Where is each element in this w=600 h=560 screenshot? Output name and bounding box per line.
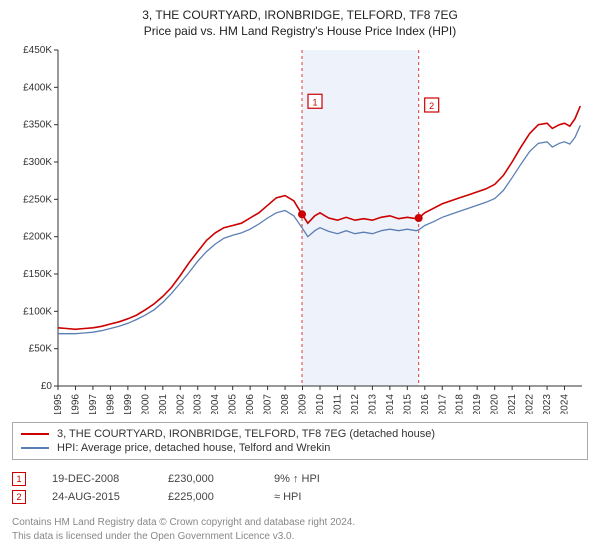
x-tick-label: 2022: [525, 394, 536, 414]
y-tick-label: £150K: [23, 269, 52, 280]
x-tick-label: 2010: [315, 394, 326, 414]
chart-titles: 3, THE COURTYARD, IRONBRIDGE, TELFORD, T…: [12, 8, 588, 38]
x-tick-label: 2001: [158, 394, 169, 414]
y-tick-label: £450K: [23, 45, 52, 56]
chart-title-address: 3, THE COURTYARD, IRONBRIDGE, TELFORD, T…: [12, 8, 588, 22]
x-tick-label: 2012: [350, 394, 361, 414]
footer-line2: This data is licensed under the Open Gov…: [12, 530, 588, 544]
chart: £0 £50K £100K £150K £200K £250K £300K £350K £400…: [12, 44, 588, 414]
y-tick-label: £300K: [23, 157, 52, 168]
sale-date: 19-DEC-2008: [52, 473, 142, 485]
legend-label: 3, THE COURTYARD, IRONBRIDGE, TELFORD, T…: [57, 428, 435, 440]
sale-label-num: 1: [313, 97, 318, 107]
x-tick-label: 1997: [88, 394, 99, 414]
footer: Contains HM Land Registry data © Crown c…: [12, 516, 588, 543]
sale-dot: [298, 210, 306, 218]
x-tick-label: 2003: [193, 394, 204, 414]
x-tick-label: 2006: [245, 394, 256, 414]
legend-swatch: [21, 447, 49, 449]
sale-date: 24-AUG-2015: [52, 491, 142, 503]
x-tick-label: 2008: [280, 394, 291, 414]
sale-marker-box: 2: [12, 490, 26, 504]
y-tick-label: £100K: [23, 306, 52, 317]
legend-row: 3, THE COURTYARD, IRONBRIDGE, TELFORD, T…: [21, 427, 579, 441]
x-tick-label: 1998: [105, 394, 116, 414]
x-tick-label: 2017: [437, 394, 448, 414]
y-tick-label: £350K: [23, 120, 52, 131]
sale-row: 1 19-DEC-2008 £230,000 9% ↑ HPI: [12, 470, 588, 488]
legend: 3, THE COURTYARD, IRONBRIDGE, TELFORD, T…: [12, 422, 588, 460]
x-tick-label: 2018: [455, 394, 466, 414]
page-container: 3, THE COURTYARD, IRONBRIDGE, TELFORD, T…: [0, 0, 600, 551]
sale-marker-box: 1: [12, 472, 26, 486]
sale-dot: [415, 214, 423, 222]
x-tick-label: 2013: [367, 394, 378, 414]
x-tick-label: 2005: [228, 394, 239, 414]
x-tick-label: 1996: [70, 394, 81, 414]
sales-table: 1 19-DEC-2008 £230,000 9% ↑ HPI 2 24-AUG-2015…: [12, 470, 588, 506]
legend-swatch: [21, 433, 49, 435]
y-tick-label: £250K: [23, 194, 52, 205]
sale-row: 2 24-AUG-2015 £225,000 ≈ HPI: [12, 488, 588, 506]
x-tick-label: 2015: [402, 394, 413, 414]
x-tick-label: 1995: [53, 394, 64, 414]
x-tick-label: 2020: [490, 394, 501, 414]
legend-label: HPI: Average price, detached house, Telf…: [57, 442, 330, 454]
x-tick-label: 2009: [298, 394, 309, 414]
x-tick-label: 2024: [560, 394, 571, 414]
x-tick-label: 2007: [263, 394, 274, 414]
x-tick-label: 1999: [123, 394, 134, 414]
y-tick-label: £50K: [29, 344, 53, 355]
x-tick-label: 2014: [385, 394, 396, 414]
footer-line1: Contains HM Land Registry data © Crown c…: [12, 516, 588, 530]
y-tick-label: £200K: [23, 232, 52, 243]
sale-price: £230,000: [168, 473, 248, 485]
sale-delta: ≈ HPI: [274, 491, 354, 503]
sale-label-num: 2: [429, 101, 434, 111]
y-tick-label: £0: [41, 381, 53, 392]
x-tick-label: 2016: [420, 394, 431, 414]
x-tick-label: 2004: [210, 394, 221, 414]
chart-title-sub: Price paid vs. HM Land Registry's House …: [12, 24, 588, 38]
y-tick-label: £400K: [23, 82, 52, 93]
sale-price: £225,000: [168, 491, 248, 503]
chart-svg: £0 £50K £100K £150K £200K £250K £300K £350K £400…: [12, 44, 588, 414]
sale-delta: 9% ↑ HPI: [274, 473, 354, 485]
x-tick-label: 2000: [140, 394, 151, 414]
x-tick-label: 2002: [175, 394, 186, 414]
legend-row: HPI: Average price, detached house, Telf…: [21, 441, 579, 455]
x-tick-label: 2021: [507, 394, 518, 414]
x-tick-label: 2011: [332, 394, 343, 414]
x-tick-label: 2019: [472, 394, 483, 414]
x-tick-label: 2023: [542, 394, 553, 414]
